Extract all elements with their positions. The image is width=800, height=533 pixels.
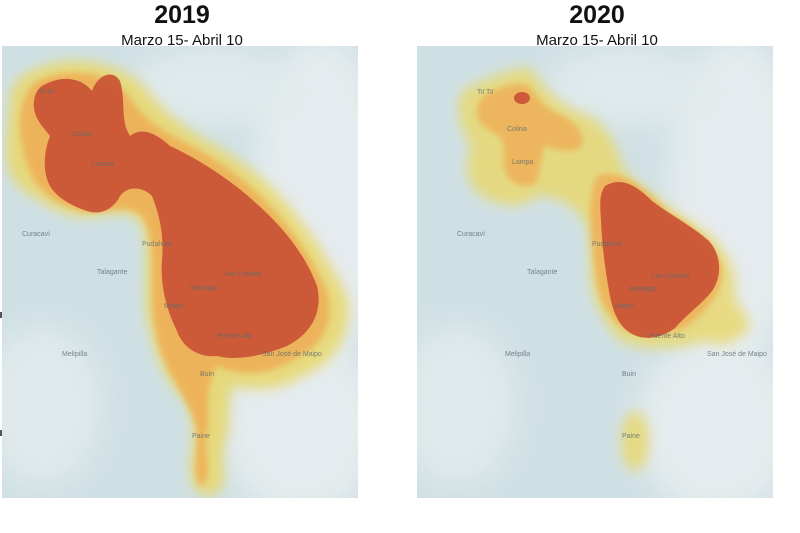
map-label: Santiago bbox=[190, 285, 218, 292]
map-label: Curacaví bbox=[22, 231, 50, 238]
heatmap-svg-2020: Til Til Colina Lampa Pudahuel Maipú Las … bbox=[417, 46, 773, 498]
year-title: 2019 bbox=[154, 1, 210, 29]
map-label: Las Condes bbox=[652, 273, 690, 280]
map-label: Maipú bbox=[164, 303, 183, 310]
map-label: Curacaví bbox=[457, 231, 485, 238]
edge-mark bbox=[0, 430, 2, 436]
map-label: Maipú bbox=[615, 303, 634, 310]
map-label: Til Til bbox=[477, 89, 494, 96]
high-intensity-zone bbox=[33, 74, 319, 358]
map-label: Talagante bbox=[527, 269, 557, 276]
map-label: Melipilla bbox=[62, 351, 87, 358]
map-label: Las Condes bbox=[224, 271, 262, 278]
map-label: Santiago bbox=[629, 286, 657, 293]
map-label: Pudahuel bbox=[592, 241, 622, 248]
edge-mark bbox=[0, 312, 2, 318]
heatmap-svg-2019: Til Til Colina Lampa Pudahuel Maipú Las … bbox=[2, 46, 358, 498]
map-label: Til Til bbox=[38, 89, 55, 96]
map-label: Lampa bbox=[92, 161, 114, 168]
heatmap-2019: Til Til Colina Lampa Pudahuel Maipú Las … bbox=[2, 46, 358, 498]
map-label: Colina bbox=[72, 131, 92, 138]
heatmap-2020: Til Til Colina Lampa Pudahuel Maipú Las … bbox=[417, 46, 773, 498]
map-label: Buin bbox=[622, 371, 636, 378]
date-range: Marzo 15- Abril 10 bbox=[536, 32, 658, 49]
map-label: San José de Maipo bbox=[707, 351, 767, 358]
map-label: Talagante bbox=[97, 269, 127, 276]
map-label: San José de Maipo bbox=[262, 351, 322, 358]
map-label: Lampa bbox=[512, 159, 534, 166]
map-label: Colina bbox=[507, 126, 527, 133]
map-label: Buin bbox=[200, 371, 214, 378]
date-range: Marzo 15- Abril 10 bbox=[121, 32, 243, 49]
map-label: Paine bbox=[622, 433, 640, 440]
map-label: Paine bbox=[192, 433, 210, 440]
map-label: Melipilla bbox=[505, 351, 530, 358]
map-labels: Til Til Colina Lampa Pudahuel Maipú Las … bbox=[22, 89, 322, 440]
year-title: 2020 bbox=[569, 1, 625, 29]
map-label: Puente Alto bbox=[217, 333, 253, 340]
high-intensity-zone bbox=[514, 92, 720, 338]
map-label: Puente Alto bbox=[649, 333, 685, 340]
map-labels: Til Til Colina Lampa Pudahuel Maipú Las … bbox=[457, 89, 767, 440]
map-label: Pudahuel bbox=[142, 241, 172, 248]
